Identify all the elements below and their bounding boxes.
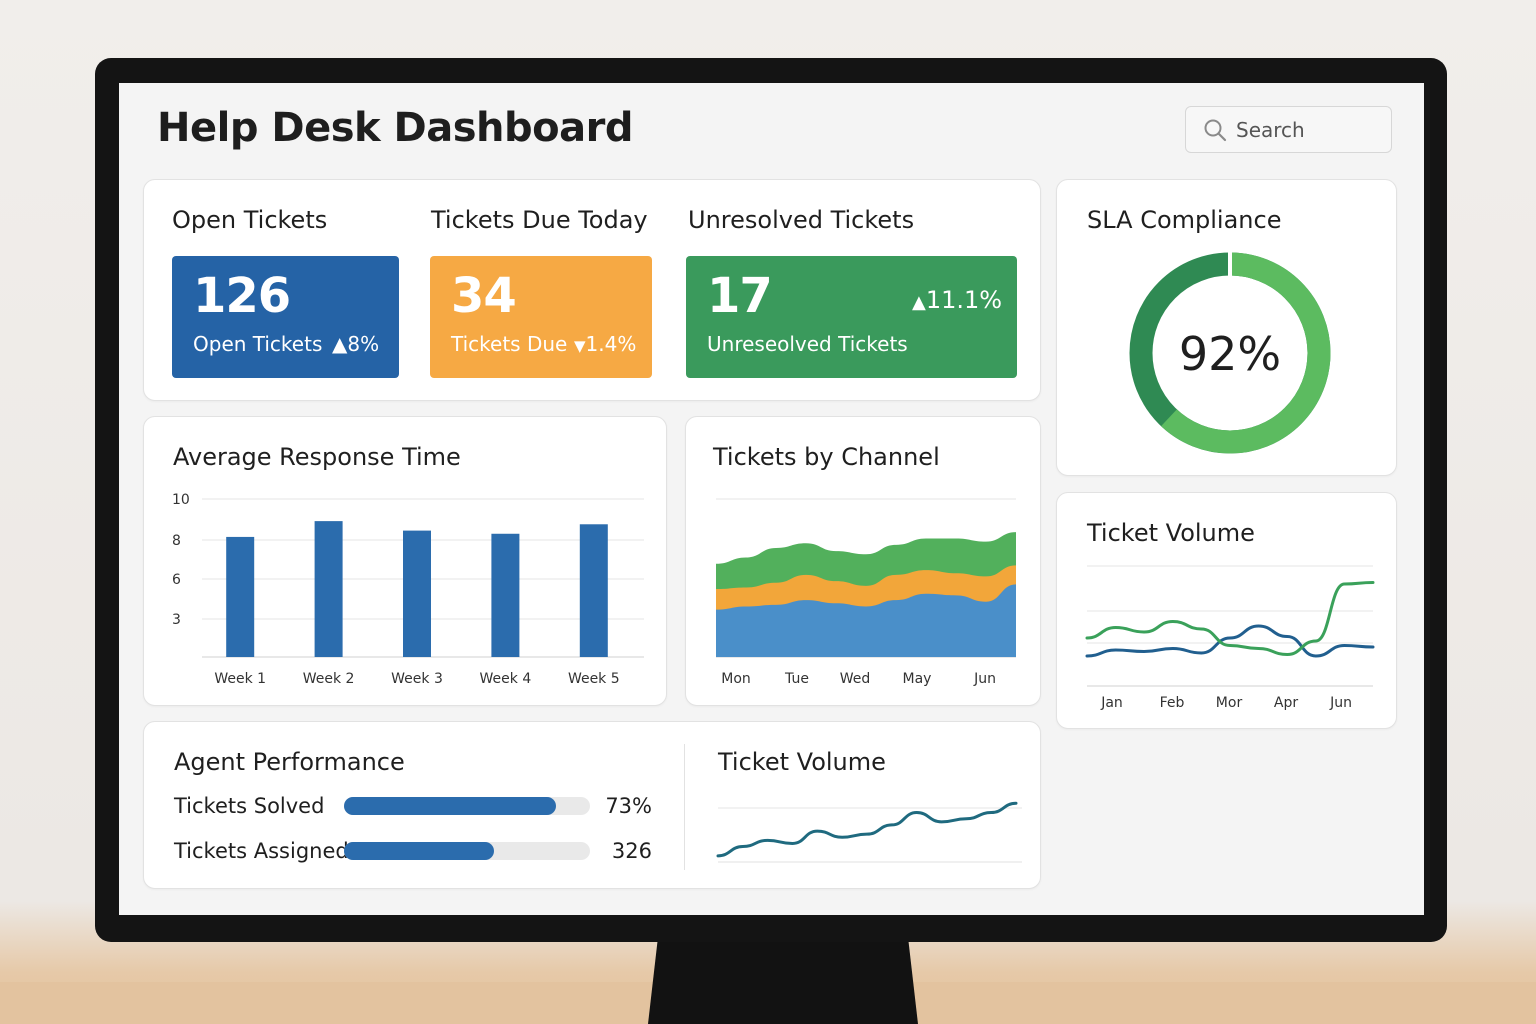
- open-tickets-tile[interactable]: 126 Open Tickets ▲8%: [172, 256, 399, 378]
- ticket-volume-sparkline: [716, 801, 1022, 863]
- tickets-assigned-value: 326: [611, 839, 652, 863]
- open-tickets-delta-value: 8%: [347, 332, 380, 356]
- search-input[interactable]: [1236, 117, 1376, 142]
- x-tick-label: Mon: [721, 671, 751, 687]
- y-tick-label: 10: [172, 492, 190, 508]
- bar: [314, 521, 343, 657]
- page-title: Help Desk Dashboard: [157, 105, 634, 151]
- x-tick-label: May: [903, 671, 932, 687]
- kpi-card: Open Tickets Tickets Due Today Unresolve…: [143, 179, 1041, 401]
- tickets-due-heading: Tickets Due Today: [431, 206, 648, 234]
- unresolved-tickets-delta-value: 11.1%: [925, 286, 1003, 314]
- bar: [491, 533, 520, 657]
- x-tick-label: Jun: [973, 671, 996, 687]
- tickets-due-value: 34: [451, 268, 517, 324]
- line-series: [1085, 624, 1375, 658]
- response-time-chart: 10 8 6 3 Week 1 Week 2 Week 3 Week 4 Week 5: [172, 492, 644, 687]
- x-tick-label: Week 1: [214, 671, 266, 687]
- sla-title: SLA Compliance: [1087, 206, 1282, 234]
- arrow-down-icon: ▼: [574, 337, 586, 355]
- sla-donut: 92%: [1129, 252, 1331, 454]
- open-tickets-label: Open Tickets: [193, 332, 323, 356]
- tickets-solved-bar: [344, 797, 556, 815]
- bar: [226, 536, 255, 657]
- tickets-solved-track: [344, 797, 590, 815]
- x-tick-label: Wed: [840, 671, 871, 687]
- tickets-due-tile[interactable]: 34 Tickets Due ▼1.4%: [430, 256, 652, 378]
- unresolved-tickets-delta: ▲11.1%: [912, 286, 1002, 314]
- y-tick-label: 6: [172, 572, 181, 588]
- tickets-solved-value: 73%: [605, 794, 652, 818]
- x-tick-label: Tue: [784, 671, 809, 687]
- unresolved-tickets-heading: Unresolved Tickets: [688, 206, 915, 234]
- open-tickets-delta: ▲8%: [332, 332, 379, 356]
- bar: [579, 524, 608, 657]
- ticket-volume-card: Ticket Volume Jan Feb Mor Apr Jun: [1056, 492, 1397, 729]
- open-tickets-value: 126: [193, 268, 291, 324]
- y-tick-label: 3: [172, 612, 181, 628]
- unresolved-tickets-value: 17: [707, 268, 773, 324]
- channel-card: Tickets by Channel Mon Tue Wed May Jun: [685, 416, 1041, 706]
- x-tick-label: Week 4: [480, 671, 532, 687]
- open-tickets-heading: Open Tickets: [172, 206, 328, 234]
- x-tick-label: Mor: [1216, 695, 1243, 711]
- x-tick-label: Week 2: [303, 671, 355, 687]
- bar: [403, 530, 431, 657]
- section-divider: [684, 744, 685, 870]
- ticket-volume-bottom-title: Ticket Volume: [718, 748, 886, 776]
- y-tick-label: 8: [172, 533, 181, 549]
- search-box[interactable]: [1185, 106, 1392, 153]
- x-tick-label: Feb: [1160, 695, 1185, 711]
- arrow-up-icon: ▲: [912, 292, 926, 313]
- x-tick-label: Week 3: [391, 671, 443, 687]
- response-time-title: Average Response Time: [173, 443, 461, 471]
- tickets-assigned-label: Tickets Assigned: [174, 839, 349, 863]
- tickets-due-delta-value: 1.4%: [585, 332, 637, 356]
- agent-performance-title: Agent Performance: [174, 748, 405, 776]
- arrow-up-icon: ▲: [332, 332, 348, 356]
- monitor-stand: [648, 930, 918, 1024]
- agent-performance-card: Agent Performance Tickets Solved 73% Tic…: [143, 721, 1041, 889]
- unresolved-tickets-tile[interactable]: 17 Unreseolved Tickets ▲11.1%: [686, 256, 1017, 378]
- ticket-volume-chart: Jan Feb Mor Apr Jun: [1085, 565, 1375, 711]
- channel-chart: Mon Tue Wed May Jun: [716, 498, 1016, 687]
- area-series: [716, 584, 1016, 657]
- tickets-assigned-track: [344, 842, 590, 860]
- ticket-volume-title: Ticket Volume: [1087, 519, 1255, 547]
- sla-card: SLA Compliance 92%: [1056, 179, 1397, 476]
- line-series: [1085, 581, 1375, 657]
- x-tick-label: Jan: [1100, 695, 1123, 711]
- x-tick-label: Apr: [1274, 695, 1298, 711]
- x-tick-label: Week 5: [568, 671, 620, 687]
- tickets-due-label: Tickets Due: [451, 332, 568, 356]
- tickets-due-delta: ▼1.4%: [574, 332, 636, 356]
- tickets-assigned-bar: [344, 842, 495, 860]
- dashboard-screen: Help Desk Dashboard Open Tickets Tickets…: [119, 83, 1424, 915]
- unresolved-tickets-label: Unreseolved Tickets: [707, 332, 908, 356]
- line-series: [716, 801, 1018, 858]
- channel-title: Tickets by Channel: [713, 443, 940, 471]
- search-icon: [1204, 119, 1227, 141]
- tickets-solved-label: Tickets Solved: [174, 794, 325, 818]
- response-time-card: Average Response Time 10 8 6 3 Week 1 Week 2 W…: [143, 416, 667, 706]
- x-tick-label: Jun: [1329, 695, 1352, 711]
- sla-value: 92%: [1179, 327, 1281, 381]
